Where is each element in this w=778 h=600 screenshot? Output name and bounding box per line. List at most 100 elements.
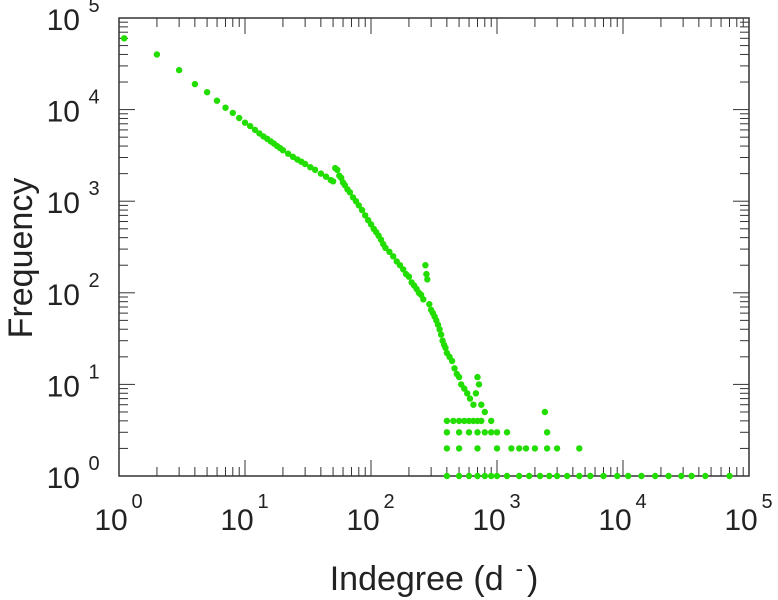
data-point	[450, 417, 457, 425]
data-point	[465, 472, 473, 480]
data-point	[488, 429, 495, 436]
data-point	[153, 51, 161, 58]
x-tick-label-exponent: 5	[761, 491, 772, 513]
x-tick-label: 10	[220, 504, 253, 537]
data-point	[665, 472, 672, 480]
data-point	[541, 408, 549, 416]
data-point	[726, 472, 733, 480]
x-tick-label: 10	[598, 504, 631, 537]
data-point	[455, 445, 463, 452]
y-tick-label-exponent: 5	[88, 0, 99, 17]
data-point	[424, 276, 431, 283]
data-point	[386, 248, 393, 255]
data-point	[461, 385, 468, 392]
y-tick-label: 10	[47, 370, 80, 403]
data-point	[420, 296, 427, 303]
data-point	[175, 66, 183, 74]
data-point	[382, 244, 389, 251]
data-point	[563, 472, 571, 480]
y-tick-label-exponent: 2	[88, 270, 99, 292]
x-tick-label: 10	[94, 504, 127, 537]
data-point	[465, 429, 473, 436]
x-axis-title: Indegree (d -)	[330, 556, 539, 598]
data-point	[247, 122, 254, 130]
data-point	[422, 262, 429, 269]
data-point	[493, 472, 501, 480]
data-point	[638, 472, 645, 480]
data-point	[317, 170, 325, 177]
data-point	[355, 202, 362, 209]
data-point	[229, 109, 236, 117]
data-point	[251, 126, 259, 134]
data-point	[455, 417, 463, 425]
data-point	[241, 119, 249, 126]
x-tick-label-exponent: 0	[131, 491, 142, 513]
data-point	[652, 472, 659, 480]
data-point	[508, 445, 515, 452]
data-point	[516, 445, 523, 452]
data-point	[488, 472, 495, 480]
data-point	[474, 472, 481, 480]
data-point	[576, 445, 583, 452]
data-point	[311, 166, 319, 173]
data-point	[455, 373, 463, 381]
y-tick-label-exponent: 0	[88, 453, 99, 475]
y-tick-labels: 10 0 10 1 10 2 10 3 10 4 10 5	[47, 0, 100, 495]
plot-area-border	[118, 17, 750, 477]
data-point	[121, 35, 128, 42]
data-point	[470, 401, 477, 408]
y-tick-label: 10	[47, 187, 80, 220]
y-tick-label: 10	[47, 96, 80, 129]
data-point	[334, 166, 341, 173]
data-point	[702, 472, 709, 480]
axis-ticks	[118, 18, 749, 477]
data-point	[346, 189, 354, 196]
y-tick-label-exponent: 4	[88, 87, 99, 109]
data-point	[474, 429, 481, 436]
data-point	[455, 472, 463, 480]
x-tick-label-exponent: 2	[383, 491, 394, 513]
data-point	[426, 301, 433, 308]
data-point	[481, 408, 488, 416]
data-point	[405, 273, 413, 280]
data-point	[600, 472, 607, 480]
data-point	[516, 472, 523, 480]
data-point	[522, 445, 530, 452]
y-tick-label: 10	[47, 462, 80, 495]
plot-frame	[118, 17, 750, 477]
data-point	[466, 395, 474, 402]
data-point	[493, 429, 501, 436]
data-point	[472, 390, 480, 397]
data-point	[546, 472, 553, 480]
data-point	[678, 472, 685, 480]
data-point	[543, 445, 551, 452]
data-point	[222, 104, 229, 111]
data-point	[503, 472, 511, 480]
x-tick-label: 10	[346, 504, 379, 537]
y-tick-label-exponent: 3	[88, 178, 99, 200]
data-point	[451, 365, 458, 372]
data-point	[478, 401, 485, 408]
data-point	[614, 472, 621, 480]
data-point	[443, 472, 451, 480]
y-tick-label: 10	[47, 279, 80, 312]
data-point	[475, 381, 483, 388]
data-point	[488, 417, 495, 425]
data-point	[553, 445, 561, 452]
x-tick-label: 10	[724, 504, 757, 537]
data-point	[688, 472, 695, 480]
data-point	[493, 445, 501, 452]
data-point	[437, 331, 445, 338]
x-tick-label-exponent: 4	[635, 491, 646, 513]
y-tick-label: 10	[47, 4, 80, 37]
data-point	[442, 344, 449, 352]
data-point	[531, 445, 539, 452]
x-tick-label-exponent: 3	[509, 491, 520, 513]
data-point	[543, 429, 551, 436]
data-point	[474, 373, 481, 381]
data-point	[284, 150, 292, 157]
data-point	[448, 357, 456, 365]
data-point	[322, 173, 330, 180]
